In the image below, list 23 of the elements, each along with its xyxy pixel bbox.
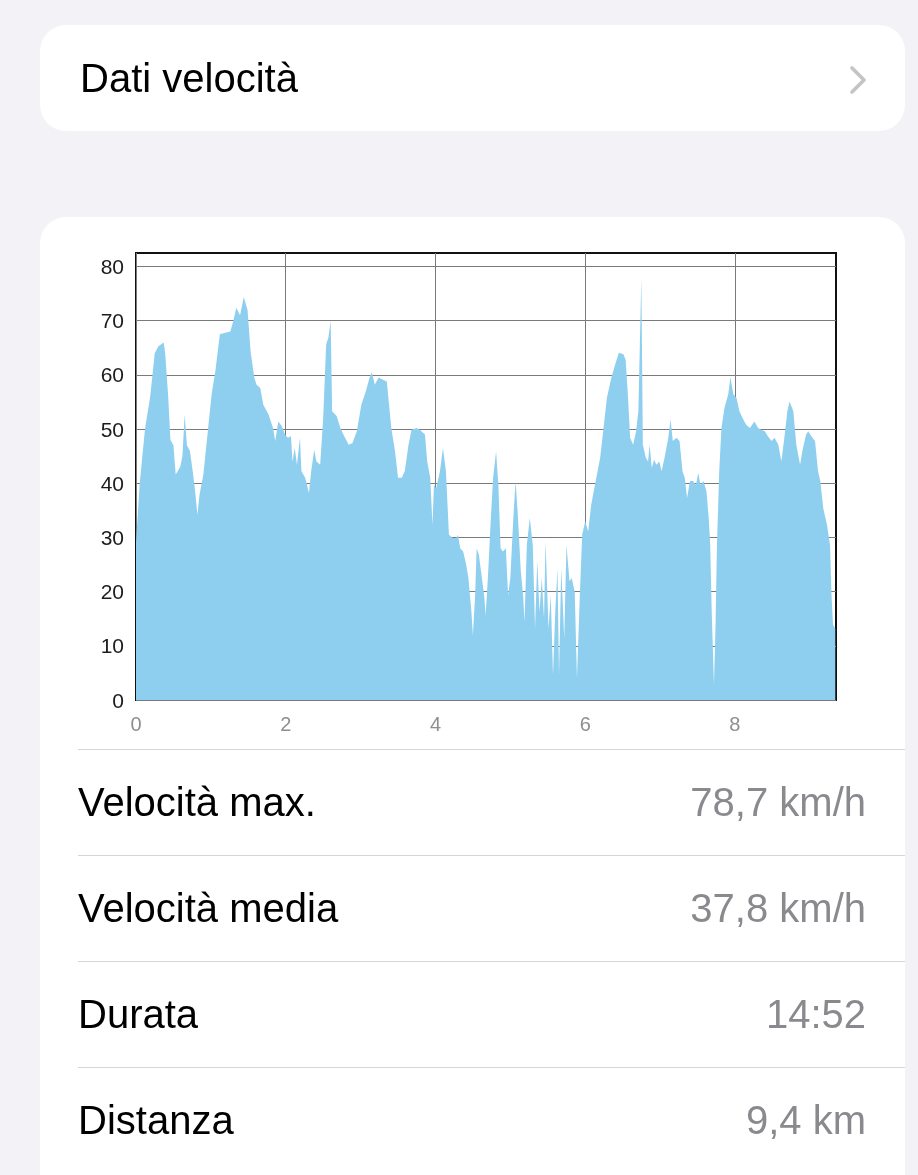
x-tick-label: 6 bbox=[579, 713, 591, 735]
text: 37,8 km/h bbox=[690, 855, 905, 961]
text: Velocità max. bbox=[78, 749, 691, 855]
y-tick-label: 70 bbox=[100, 309, 124, 333]
x-tick-label: 2 bbox=[280, 713, 292, 735]
text: Distanza bbox=[78, 1067, 691, 1173]
text: 14:52 bbox=[690, 961, 905, 1067]
text: Velocità media bbox=[78, 855, 691, 961]
y-tick-label: 40 bbox=[100, 471, 124, 495]
y-tick-label: 50 bbox=[100, 417, 124, 441]
x-tick-label: 8 bbox=[729, 713, 741, 735]
y-tick-label: 60 bbox=[100, 363, 124, 387]
y-tick-label: 20 bbox=[100, 580, 124, 604]
y-tick-label: 30 bbox=[100, 525, 124, 549]
chart-title: Dati velocità bbox=[80, 55, 298, 102]
text: 78,7 km/h bbox=[690, 749, 905, 855]
y-tick-label: 10 bbox=[100, 634, 124, 658]
x-tick-label: 0 bbox=[130, 713, 142, 735]
x-tick-label: 4 bbox=[429, 713, 442, 735]
text: Durata bbox=[78, 961, 691, 1067]
y-tick-label: 0 bbox=[112, 688, 124, 712]
text: 9,4 km bbox=[690, 1067, 905, 1173]
y-tick-label: 80 bbox=[100, 255, 124, 279]
